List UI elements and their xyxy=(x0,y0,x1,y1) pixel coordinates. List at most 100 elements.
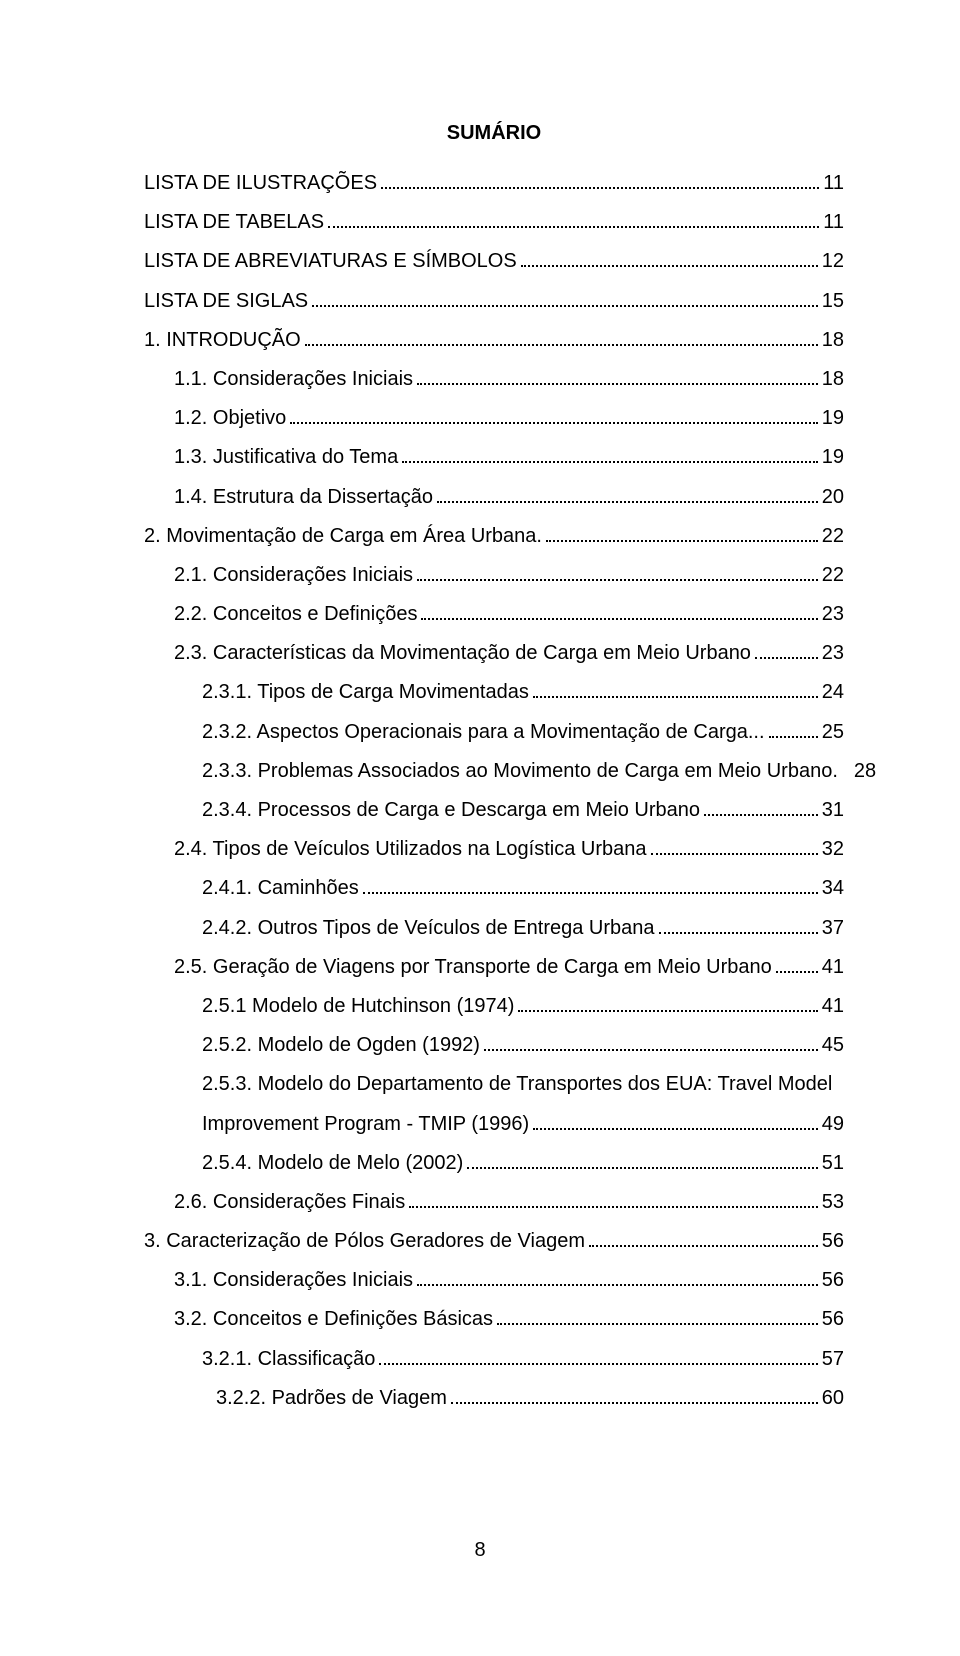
toc-entry-page: 34 xyxy=(822,878,844,898)
toc-entry-page: 19 xyxy=(822,447,844,467)
toc-entry-label: 2. Movimentação de Carga em Área Urbana. xyxy=(144,526,542,546)
toc-entry-label: 2.5.3. Modelo do Departamento de Transpo… xyxy=(202,1074,832,1094)
toc-leader-dots xyxy=(290,422,817,424)
toc-entry: 2.3.4. Processos de Carga e Descarga em … xyxy=(144,800,844,820)
toc-leader-dots xyxy=(421,618,817,620)
toc-entry-page: 19 xyxy=(822,408,844,428)
toc-leader-dots xyxy=(305,344,818,346)
toc-entry: 1.4. Estrutura da Dissertação 20 xyxy=(144,487,844,507)
toc-entry-page: 23 xyxy=(822,643,844,663)
toc-leader-dots xyxy=(704,814,818,816)
toc-leader-dots xyxy=(467,1167,817,1169)
toc-leader-dots xyxy=(437,501,818,503)
toc-entry-page: 12 xyxy=(822,251,844,271)
toc-entry-label: LISTA DE ABREVIATURAS E SÍMBOLOS xyxy=(144,251,517,271)
toc-entry: LISTA DE ABREVIATURAS E SÍMBOLOS 12 xyxy=(144,251,844,271)
toc-leader-dots xyxy=(451,1402,818,1404)
toc-leader-dots xyxy=(328,226,819,228)
toc-entry: 2.5.2. Modelo de Ogden (1992) 45 xyxy=(144,1035,844,1055)
toc-entry-page: 57 xyxy=(822,1349,844,1369)
toc-entry: 2.3.3. Problemas Associados ao Movimento… xyxy=(144,761,844,781)
toc-entry-label: 2.3.1. Tipos de Carga Movimentadas xyxy=(202,682,529,702)
toc-entry: 3.2.1. Classificação 57 xyxy=(144,1349,844,1369)
toc-leader-dots xyxy=(417,383,818,385)
toc-entry-page: 24 xyxy=(822,682,844,702)
toc-entry: 2.5. Geração de Viagens por Transporte d… xyxy=(144,957,844,977)
toc-entry: 2.5.3. Modelo do Departamento de Transpo… xyxy=(144,1074,844,1094)
toc-leader-dots xyxy=(417,579,818,581)
toc-leader-dots xyxy=(379,1363,817,1365)
toc-leader-dots xyxy=(769,736,818,738)
toc-entry: 2.5.4. Modelo de Melo (2002) 51 xyxy=(144,1153,844,1173)
toc-leader-dots xyxy=(518,1010,817,1012)
toc-entry-label: 2.5.2. Modelo de Ogden (1992) xyxy=(202,1035,480,1055)
toc-entry: 2.3.1. Tipos de Carga Movimentadas 24 xyxy=(144,682,844,702)
toc-entry: LISTA DE ILUSTRAÇÕES 11 xyxy=(144,173,844,193)
toc-entry-label: 2.5.4. Modelo de Melo (2002) xyxy=(202,1153,463,1173)
toc-leader-dots xyxy=(651,853,818,855)
toc-entry-page: 15 xyxy=(822,291,844,311)
toc-entry-label: 2.5. Geração de Viagens por Transporte d… xyxy=(174,957,772,977)
toc-entry: Improvement Program - TMIP (1996) 49 xyxy=(144,1114,844,1134)
toc-entry-label: 3. Caracterização de Pólos Geradores de … xyxy=(144,1231,585,1251)
toc-entry-label: LISTA DE ILUSTRAÇÕES xyxy=(144,173,377,193)
toc-entry-page: 49 xyxy=(822,1114,844,1134)
toc-entry-label: 2.3.4. Processos de Carga e Descarga em … xyxy=(202,800,700,820)
toc-entry-label: 1.3. Justificativa do Tema xyxy=(174,447,398,467)
toc-entry-page: 56 xyxy=(822,1231,844,1251)
toc-entry: 2.4. Tipos de Veículos Utilizados na Log… xyxy=(144,839,844,859)
toc-leader-dots xyxy=(521,265,818,267)
toc-entry-label: 2.5.1 Modelo de Hutchinson (1974) xyxy=(202,996,514,1016)
toc-leader-dots xyxy=(402,461,818,463)
toc-entry-label: LISTA DE SIGLAS xyxy=(144,291,308,311)
toc-entry-label: Improvement Program - TMIP (1996) xyxy=(202,1114,529,1134)
toc-entry: 3.2.2. Padrões de Viagem 60 xyxy=(144,1388,844,1408)
toc-entry-label: 2.3. Características da Movimentação de … xyxy=(174,643,751,663)
toc-entry-label: 2.1. Considerações Iniciais xyxy=(174,565,413,585)
toc-leader-dots xyxy=(533,696,818,698)
toc-entry: 2.3.2. Aspectos Operacionais para a Movi… xyxy=(144,722,844,742)
toc-leader-dots xyxy=(409,1206,818,1208)
toc-entry-label: 3.2.1. Classificação xyxy=(202,1349,375,1369)
toc-entry-label: LISTA DE TABELAS xyxy=(144,212,324,232)
toc-entry-page: 22 xyxy=(822,526,844,546)
toc-entry-page: 56 xyxy=(822,1309,844,1329)
toc-entry: 3.2. Conceitos e Definições Básicas 56 xyxy=(144,1309,844,1329)
toc-entry-page: 53 xyxy=(822,1192,844,1212)
toc-entry-page: 18 xyxy=(822,369,844,389)
toc-entry-label: 2.3.2. Aspectos Operacionais para a Movi… xyxy=(202,722,765,742)
toc-leader-dots xyxy=(533,1128,818,1130)
toc-entry-label: 3.2.2. Padrões de Viagem xyxy=(216,1388,447,1408)
toc-entry: 1. INTRODUÇÃO 18 xyxy=(144,330,844,350)
toc-leader-dots xyxy=(381,187,819,189)
toc-entry-page: 31 xyxy=(822,800,844,820)
toc-entry-page: 22 xyxy=(822,565,844,585)
toc-entry: 1.3. Justificativa do Tema 19 xyxy=(144,447,844,467)
toc-entry: 3. Caracterização de Pólos Geradores de … xyxy=(144,1231,844,1251)
toc-entry-label: 2.4.2. Outros Tipos de Veículos de Entre… xyxy=(202,918,655,938)
toc-entry-label: 2.6. Considerações Finais xyxy=(174,1192,405,1212)
toc-entry-page: 41 xyxy=(822,957,844,977)
toc-entry-label: 1.1. Considerações Iniciais xyxy=(174,369,413,389)
toc-entry-label: 2.4.1. Caminhões xyxy=(202,878,359,898)
toc-entry-page: 18 xyxy=(822,330,844,350)
toc-entry-page: 60 xyxy=(822,1388,844,1408)
toc-entry: LISTA DE SIGLAS 15 xyxy=(144,291,844,311)
toc-entry-page: 28 xyxy=(854,761,876,781)
toc-entry-label: 2.4. Tipos de Veículos Utilizados na Log… xyxy=(174,839,647,859)
toc-leader-dots xyxy=(589,1245,818,1247)
toc-entry-page: 41 xyxy=(822,996,844,1016)
toc-entry-page: 32 xyxy=(822,839,844,859)
toc-entry-label: 1.4. Estrutura da Dissertação xyxy=(174,487,433,507)
toc-entry-label: 1. INTRODUÇÃO xyxy=(144,330,301,350)
toc-entry: 2.3. Características da Movimentação de … xyxy=(144,643,844,663)
toc-entry-page: 56 xyxy=(822,1270,844,1290)
toc-leader-dots xyxy=(484,1049,818,1051)
toc-entry-page: 25 xyxy=(822,722,844,742)
toc-leader-dots xyxy=(363,892,818,894)
toc-entry-page: 20 xyxy=(822,487,844,507)
toc-leader-dots xyxy=(659,932,818,934)
toc-entry-page: 45 xyxy=(822,1035,844,1055)
toc-entry-label: 3.2. Conceitos e Definições Básicas xyxy=(174,1309,493,1329)
toc-leader-dots xyxy=(776,971,818,973)
